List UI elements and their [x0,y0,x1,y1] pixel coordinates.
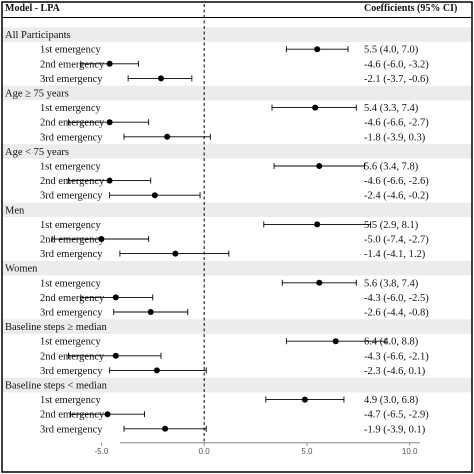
row-label: 3rd emergency [40,191,103,202]
estimate-point [158,75,164,82]
row-label: 1st emergency [40,337,101,348]
row-label: 1st emergency [40,45,101,56]
ci-text: 4.9 (3.0, 6.8) [364,395,419,406]
group-label: Baseline steps ≥ median [5,322,107,333]
row-label: 2nd emergency [40,59,105,70]
x-tick-label: -5.0 [94,447,108,456]
ci-text: 5.5 (4.0, 7.0) [364,45,419,56]
group-label: All Participants [5,30,71,41]
group-label: Age ≥ 75 years [5,89,69,100]
estimate-point [112,294,119,301]
group-band [2,377,472,393]
ci-text: 5.4 (3.3, 7.4) [364,103,419,114]
group-band [2,319,472,334]
group-band [2,85,472,101]
row-label: 3rd emergency [40,249,103,260]
estimate-point [301,396,308,403]
estimate-point [104,411,111,418]
group-label: Women [5,264,38,275]
row-label: 2nd emergency [40,176,105,187]
row-label: 2nd emergency [40,118,105,129]
ci-text: -4.6 (-6.6, -2.7) [364,118,429,129]
model-header: Model - LPA [5,3,61,14]
ci-text: 5.6 (3.4, 7.8) [364,162,419,173]
estimate-point [164,133,171,140]
estimate-point [153,367,160,374]
group-label: Men [5,205,25,216]
group-band [2,27,472,42]
row-label: 2nd emergency [40,410,105,421]
coefficients-header: Coefficients (95% CI) [364,3,457,14]
estimate-point [316,279,323,286]
estimate-point [172,250,179,257]
row-label: 1st emergency [40,220,101,231]
row-label: 3rd emergency [40,132,103,143]
row-label: 1st emergency [40,162,101,173]
row-label: 2nd emergency [40,235,105,246]
ci-text: 5.5 (2.9, 8.1) [364,220,419,231]
row-label: 2nd emergency [40,351,105,362]
row-label: 1st emergency [40,395,101,406]
row-label: 3rd emergency [40,308,103,319]
ci-text: -4.6 (-6.0, -3.2) [364,59,429,70]
estimate-point [316,163,323,169]
ci-text: -4.7 (-6.5, -2.9) [364,410,429,421]
x-tick-label: 10.0 [402,447,418,456]
estimate-point [106,177,113,184]
estimate-point [147,309,154,315]
ci-text: -2.3 (-4.6, 0.1) [364,366,426,377]
group-band [2,144,472,159]
ci-text: -1.9 (-3.9, 0.1) [364,424,426,435]
estimate-point [151,192,158,199]
row-label: 3rd emergency [40,366,103,377]
estimate-point [312,104,319,111]
row-label: 2nd emergency [40,293,105,304]
group-label: Baseline steps < median [5,381,108,392]
ci-text: -2.6 (-4.4, -0.8) [364,308,429,319]
estimate-point [112,352,119,359]
row-label: 3rd emergency [40,74,103,85]
ci-text: -2.4 (-4.6, -0.2) [364,191,429,202]
row-label: 3rd emergency [40,424,103,435]
x-tick-label: 0.0 [199,447,211,456]
ci-text: -1.4 (-4.1, 1.2) [364,249,426,260]
group-band [2,260,472,276]
estimate-point [314,46,321,53]
estimate-point [314,221,321,228]
estimate-point [332,338,339,345]
row-label: 1st emergency [40,278,101,289]
x-tick-label: 5.0 [301,447,313,456]
row-label: 1st emergency [40,103,101,114]
ci-text: -4.3 (-6.0, -2.5) [364,293,429,304]
ci-text: -2.1 (-3.7, -0.6) [364,74,429,85]
ci-text: -5.0 (-7.4, -2.7) [364,235,429,246]
group-band [2,202,472,218]
ci-text: -4.3 (-6.6, -2.1) [364,351,429,362]
group-label: Age < 75 years [5,147,69,158]
estimate-point [162,425,169,432]
ci-text: 5.6 (3.8, 7.4) [364,278,419,289]
estimate-point [106,60,113,67]
ci-text: 6.4 (4.0, 8.8) [364,337,419,348]
estimate-point [106,119,113,126]
ci-text: -1.8 (-3.9, 0.3) [364,132,426,143]
estimate-point [98,236,105,242]
ci-text: -4.6 (-6.6, -2.6) [364,176,429,187]
